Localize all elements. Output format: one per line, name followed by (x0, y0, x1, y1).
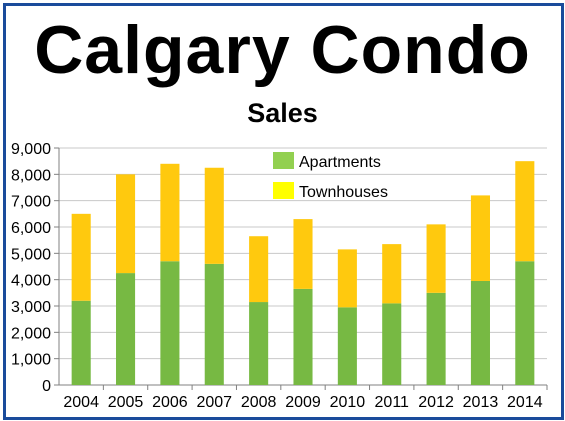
x-tick-label: 2007 (196, 394, 232, 411)
x-tick-label: 2013 (463, 394, 499, 411)
bar-townhouses (160, 163, 180, 262)
chart-subtitle: Sales (247, 98, 318, 128)
bar-apartments (71, 300, 91, 385)
legend-swatch-apartments (273, 152, 294, 169)
bar-apartments (515, 261, 535, 385)
chart-frame (3, 3, 564, 420)
y-tick-label: 1,000 (11, 352, 51, 369)
bar-apartments (293, 288, 313, 385)
x-tick-label: 2008 (241, 394, 277, 411)
y-tick-label: 0 (42, 378, 51, 395)
bar-apartments (337, 307, 357, 385)
y-tick-label: 8,000 (11, 167, 51, 184)
bar-townhouses (470, 195, 490, 281)
legend-label-apartments: Apartments (299, 154, 381, 171)
x-tick-label: 2012 (418, 394, 454, 411)
x-tick-label: 2009 (285, 394, 321, 411)
bar-townhouses (337, 249, 357, 308)
bar-townhouses (426, 224, 446, 293)
bar-apartments (382, 303, 402, 385)
y-tick-label: 6,000 (11, 220, 51, 237)
bar-apartments (249, 302, 269, 385)
bar-apartments (116, 273, 136, 385)
x-tick-label: 2011 (375, 394, 410, 411)
legend-swatch-townhouses (273, 182, 294, 199)
y-tick-label: 9,000 (11, 141, 51, 158)
bar-apartments (470, 280, 490, 385)
bar-apartments (160, 261, 180, 385)
x-tick-label: 2014 (507, 394, 543, 411)
bar-townhouses (204, 167, 224, 264)
x-tick-label: 2006 (152, 394, 188, 411)
legend-label-townhouses: Townhouses (299, 184, 388, 201)
y-tick-label: 3,000 (11, 299, 51, 316)
bar-townhouses (71, 213, 91, 301)
y-tick-label: 5,000 (11, 246, 51, 263)
bar-apartments (426, 292, 446, 385)
bar-townhouses (293, 219, 313, 289)
bar-apartments (204, 263, 224, 385)
bar-townhouses (249, 236, 269, 303)
chart-title: Calgary Condo (34, 12, 531, 88)
bar-townhouses (515, 161, 535, 262)
y-tick-label: 4,000 (11, 273, 51, 290)
x-tick-label: 2010 (330, 394, 366, 411)
x-tick-label: 2005 (108, 394, 144, 411)
bar-townhouses (116, 174, 136, 274)
y-tick-label: 2,000 (11, 325, 51, 342)
bar-townhouses (382, 244, 402, 304)
y-tick-label: 7,000 (11, 194, 51, 211)
x-tick-label: 2004 (63, 394, 99, 411)
